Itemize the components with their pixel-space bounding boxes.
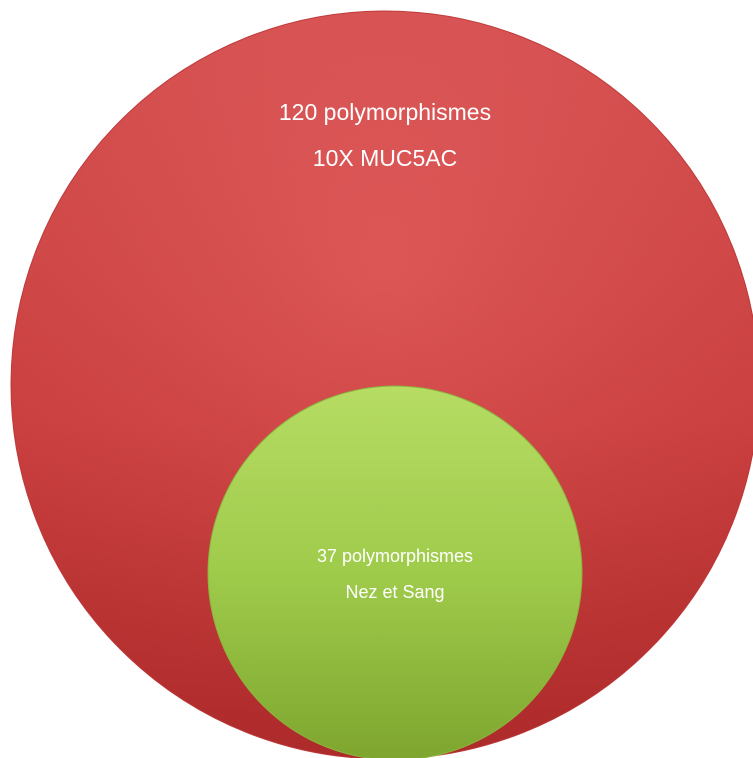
- inner-circle-group: 37 polymorphismes Nez et Sang: [207, 385, 583, 758]
- inner-circle: [207, 385, 583, 758]
- outer-circle-label-line2: 10X MUC5AC: [313, 145, 457, 171]
- inner-circle-label-line2: Nez et Sang: [345, 582, 444, 602]
- inner-circle-label-line1: 37 polymorphismes: [317, 546, 473, 566]
- outer-circle-label-line1: 120 polymorphismes: [279, 99, 491, 125]
